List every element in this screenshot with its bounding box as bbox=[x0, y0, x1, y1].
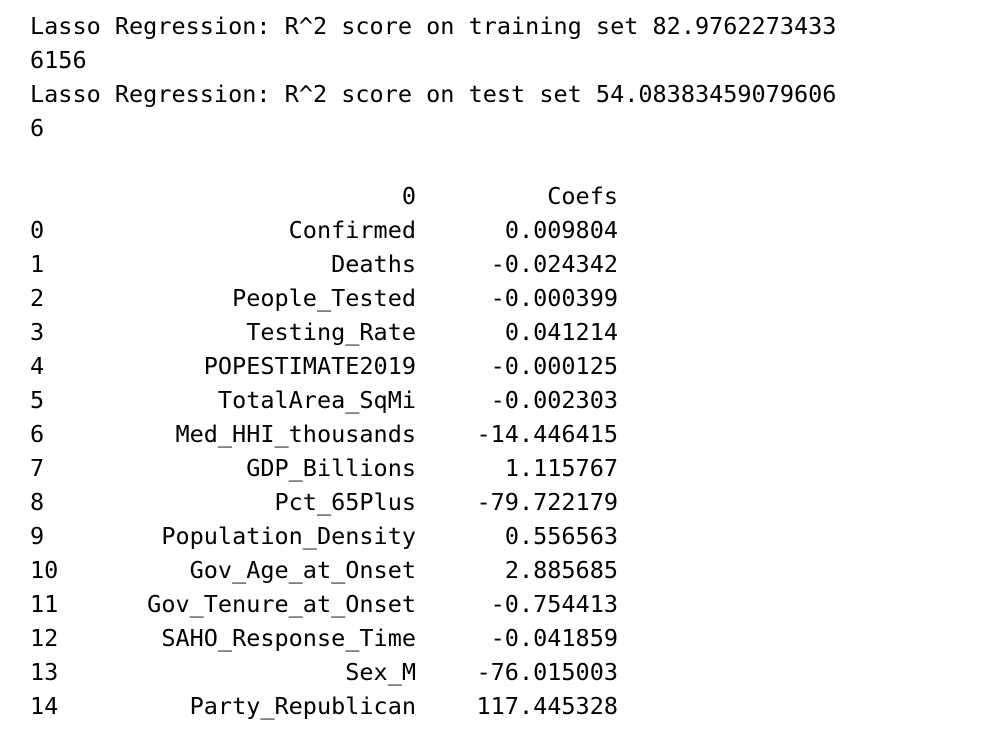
feature-name: Gov_Tenure_at_Onset bbox=[147, 590, 416, 618]
table-row: 5 TotalArea_SqMi -0.002303 bbox=[30, 383, 1000, 417]
row-index: 14 bbox=[30, 692, 59, 720]
table-row: 0 Confirmed 0.009804 bbox=[30, 213, 1000, 247]
feature-name: TotalArea_SqMi bbox=[217, 386, 416, 414]
table-row: 11 Gov_Tenure_at_Onset -0.754413 bbox=[30, 587, 1000, 621]
table-row: 13 Sex_M -76.015003 bbox=[30, 655, 1000, 689]
coef-value: -14.446415 bbox=[476, 420, 618, 448]
table-row: 2 People_Tested -0.000399 bbox=[30, 281, 1000, 315]
table-row: 3 Testing_Rate 0.041214 bbox=[30, 315, 1000, 349]
table-row: 6 Med_HHI_thousands -14.446415 bbox=[30, 417, 1000, 451]
row-index: 1 bbox=[30, 250, 45, 278]
feature-name: Confirmed bbox=[288, 216, 416, 244]
table-row: 14 Party_Republican 117.445328 bbox=[30, 689, 1000, 723]
feature-column-header: 0 bbox=[401, 182, 416, 210]
coef-value: 117.445328 bbox=[476, 692, 618, 720]
table-body: 0 Confirmed 0.009804 1 Deaths -0.024342 2 Peopl… bbox=[30, 213, 1000, 723]
row-index: 8 bbox=[30, 488, 45, 516]
row-index: 4 bbox=[30, 352, 45, 380]
coef-value: 0.556563 bbox=[504, 522, 618, 550]
table-row: 9 Population_Density 0.556563 bbox=[30, 519, 1000, 553]
coefs-column-header: Coefs bbox=[547, 182, 618, 210]
train-score-line-wrap: 6156 bbox=[30, 46, 87, 74]
index-header bbox=[30, 179, 92, 213]
row-index: 5 bbox=[30, 386, 45, 414]
test-score-line: Lasso Regression: R^2 score on test set … bbox=[30, 80, 837, 108]
feature-name: Pct_65Plus bbox=[274, 488, 416, 516]
notebook-output: Lasso Regression: R^2 score on training … bbox=[30, 9, 1000, 723]
feature-name: POPESTIMATE2019 bbox=[203, 352, 416, 380]
row-index: 7 bbox=[30, 454, 45, 482]
table-row: 7 GDP_Billions 1.115767 bbox=[30, 451, 1000, 485]
row-index: 0 bbox=[30, 216, 45, 244]
coef-value: 2.885685 bbox=[504, 556, 618, 584]
table-row: 12 SAHO_Response_Time -0.041859 bbox=[30, 621, 1000, 655]
feature-name: Sex_M bbox=[345, 658, 416, 686]
row-index: 11 bbox=[30, 590, 59, 618]
coef-value: -0.000125 bbox=[490, 352, 618, 380]
table-header-row: 0 Coefs bbox=[30, 179, 1000, 213]
row-index: 13 bbox=[30, 658, 59, 686]
feature-name: Testing_Rate bbox=[246, 318, 416, 346]
train-score-line: Lasso Regression: R^2 score on training … bbox=[30, 12, 837, 40]
coef-value: -0.041859 bbox=[490, 624, 618, 652]
coef-value: -0.002303 bbox=[490, 386, 618, 414]
row-index: 3 bbox=[30, 318, 45, 346]
feature-name: Population_Density bbox=[161, 522, 416, 550]
row-index: 6 bbox=[30, 420, 45, 448]
feature-name: SAHO_Response_Time bbox=[161, 624, 416, 652]
coef-value: 1.115767 bbox=[504, 454, 618, 482]
row-index: 9 bbox=[30, 522, 45, 550]
coef-value: -0.000399 bbox=[490, 284, 618, 312]
coef-value: -0.754413 bbox=[490, 590, 618, 618]
test-score-line-wrap: 6 bbox=[30, 114, 45, 142]
coef-value: 0.041214 bbox=[504, 318, 618, 346]
coef-value: 0.009804 bbox=[504, 216, 618, 244]
feature-name: Deaths bbox=[331, 250, 416, 278]
table-row: 4 POPESTIMATE2019 -0.000125 bbox=[30, 349, 1000, 383]
row-index: 10 bbox=[30, 556, 59, 584]
feature-name: GDP_Billions bbox=[246, 454, 416, 482]
coefficients-table: 0 Coefs 0 Confirmed 0.009804 1 Deaths -0.0243… bbox=[30, 179, 1000, 723]
coef-value: -79.722179 bbox=[476, 488, 618, 516]
blank-line bbox=[30, 145, 1000, 179]
row-index: 12 bbox=[30, 624, 59, 652]
feature-name: Party_Republican bbox=[189, 692, 416, 720]
feature-name: People_Tested bbox=[232, 284, 416, 312]
feature-name: Gov_Age_at_Onset bbox=[189, 556, 416, 584]
table-row: 8 Pct_65Plus -79.722179 bbox=[30, 485, 1000, 519]
coef-value: -76.015003 bbox=[476, 658, 618, 686]
row-index: 2 bbox=[30, 284, 45, 312]
table-row: 10 Gov_Age_at_Onset 2.885685 bbox=[30, 553, 1000, 587]
coef-value: -0.024342 bbox=[490, 250, 618, 278]
feature-name: Med_HHI_thousands bbox=[175, 420, 416, 448]
table-row: 1 Deaths -0.024342 bbox=[30, 247, 1000, 281]
